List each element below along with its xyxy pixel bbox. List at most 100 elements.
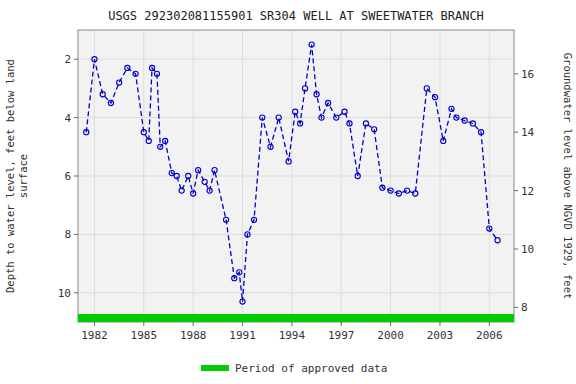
plot-area bbox=[78, 30, 514, 322]
data bbox=[78, 42, 514, 318]
data-point bbox=[347, 121, 352, 126]
data-point bbox=[186, 173, 191, 178]
y2-tick bbox=[514, 307, 518, 308]
data-point bbox=[158, 144, 163, 149]
y-axis-label: Depth to water level, feet below landsur… bbox=[4, 59, 29, 293]
grid bbox=[78, 30, 514, 322]
x-tick-label: 1982 bbox=[81, 329, 108, 342]
x-tick-label: 2003 bbox=[427, 329, 454, 342]
y-tick-label: 10 bbox=[58, 287, 71, 300]
x-tick bbox=[242, 322, 243, 326]
data-point bbox=[478, 130, 483, 135]
data-point bbox=[268, 144, 273, 149]
chart: 1982 1985 1988 1991 1994 1997 2000 2003 2006 2 4 6 8… bbox=[0, 0, 576, 384]
data-point bbox=[92, 57, 97, 62]
data-point bbox=[325, 100, 330, 105]
legend: Period of approved data bbox=[201, 362, 387, 375]
y2-tick bbox=[514, 190, 518, 191]
y2-tick bbox=[514, 249, 518, 250]
x-tick-label: 1991 bbox=[229, 329, 256, 342]
approved-period-bar bbox=[78, 314, 514, 322]
x-tick bbox=[439, 322, 440, 326]
data-point bbox=[309, 42, 314, 47]
data-point bbox=[454, 115, 459, 120]
data-point bbox=[388, 188, 393, 193]
x-tick bbox=[291, 322, 292, 326]
x-tick-label: 1994 bbox=[279, 329, 306, 342]
y2-tick bbox=[514, 132, 518, 133]
y-grid-line bbox=[78, 59, 514, 60]
y-tick-label: 8 bbox=[64, 228, 71, 241]
y-tick bbox=[74, 234, 78, 235]
data-point bbox=[240, 299, 245, 304]
data-point bbox=[314, 92, 319, 97]
data-point bbox=[413, 191, 418, 196]
legend-swatch bbox=[201, 365, 229, 371]
data-point bbox=[212, 168, 217, 173]
data-point bbox=[251, 217, 256, 222]
y-tick bbox=[74, 292, 78, 293]
data-point bbox=[179, 188, 184, 193]
y2-tick-label: 10 bbox=[521, 243, 534, 256]
y2-tick-label: 14 bbox=[521, 126, 535, 139]
data-point bbox=[342, 109, 347, 114]
y-tick-label: 2 bbox=[64, 53, 71, 66]
legend-label: Period of approved data bbox=[235, 362, 387, 375]
data-point bbox=[302, 86, 307, 91]
data-point bbox=[149, 65, 154, 70]
title: USGS 292302081155901 SR304 WELL AT SWEET… bbox=[108, 9, 484, 23]
data-point bbox=[163, 138, 168, 143]
y-tick bbox=[74, 117, 78, 118]
y2-tick-label: 8 bbox=[521, 301, 528, 314]
data-point bbox=[441, 138, 446, 143]
data-point bbox=[380, 185, 385, 190]
y2-tick-label: 12 bbox=[521, 185, 534, 198]
plot-frame bbox=[78, 30, 514, 322]
x-tick bbox=[341, 322, 342, 326]
data-point bbox=[237, 270, 242, 275]
x-tick-label: 1997 bbox=[328, 329, 355, 342]
axes: 1982 1985 1988 1991 1994 1997 2000 2003 2006 2 4 6 8… bbox=[58, 53, 535, 342]
x-tick-label: 1985 bbox=[131, 329, 158, 342]
x-tick bbox=[193, 322, 194, 326]
y-tick bbox=[74, 176, 78, 177]
x-tick-label: 1988 bbox=[180, 329, 207, 342]
x-tick bbox=[143, 322, 144, 326]
data-point bbox=[141, 130, 146, 135]
data-point bbox=[363, 121, 368, 126]
data-point bbox=[260, 115, 265, 120]
y2-axis-label: Groundwater level above NGVD 1929, feet bbox=[562, 53, 574, 300]
y-grid-line bbox=[78, 292, 514, 293]
y-grid-line bbox=[78, 176, 514, 177]
data-point bbox=[404, 188, 409, 193]
data-point bbox=[117, 80, 122, 85]
data-point bbox=[100, 92, 105, 97]
data-point bbox=[125, 65, 130, 70]
data-point bbox=[319, 115, 324, 120]
data-point bbox=[196, 168, 201, 173]
data-point bbox=[355, 173, 360, 178]
data-point bbox=[174, 173, 179, 178]
y-tick-label: 4 bbox=[64, 112, 71, 125]
data-point bbox=[245, 232, 250, 237]
data-point bbox=[293, 109, 298, 114]
y-tick-label: 6 bbox=[64, 170, 71, 183]
y-grid-line bbox=[78, 234, 514, 235]
data-point bbox=[334, 115, 339, 120]
y2-tick-label: 16 bbox=[521, 68, 534, 81]
x-tick-label: 2006 bbox=[476, 329, 503, 342]
data-point bbox=[108, 100, 113, 105]
data-point bbox=[298, 121, 303, 126]
data-point bbox=[202, 179, 207, 184]
data-line bbox=[86, 45, 497, 302]
data-point bbox=[462, 118, 467, 123]
data-point bbox=[191, 191, 196, 196]
x-tick-label: 2000 bbox=[377, 329, 404, 342]
x-tick bbox=[390, 322, 391, 326]
data-point bbox=[84, 130, 89, 135]
y-tick bbox=[74, 59, 78, 60]
data-point bbox=[432, 95, 437, 100]
data-point bbox=[223, 217, 228, 222]
data-point bbox=[396, 191, 401, 196]
x-tick bbox=[489, 322, 490, 326]
